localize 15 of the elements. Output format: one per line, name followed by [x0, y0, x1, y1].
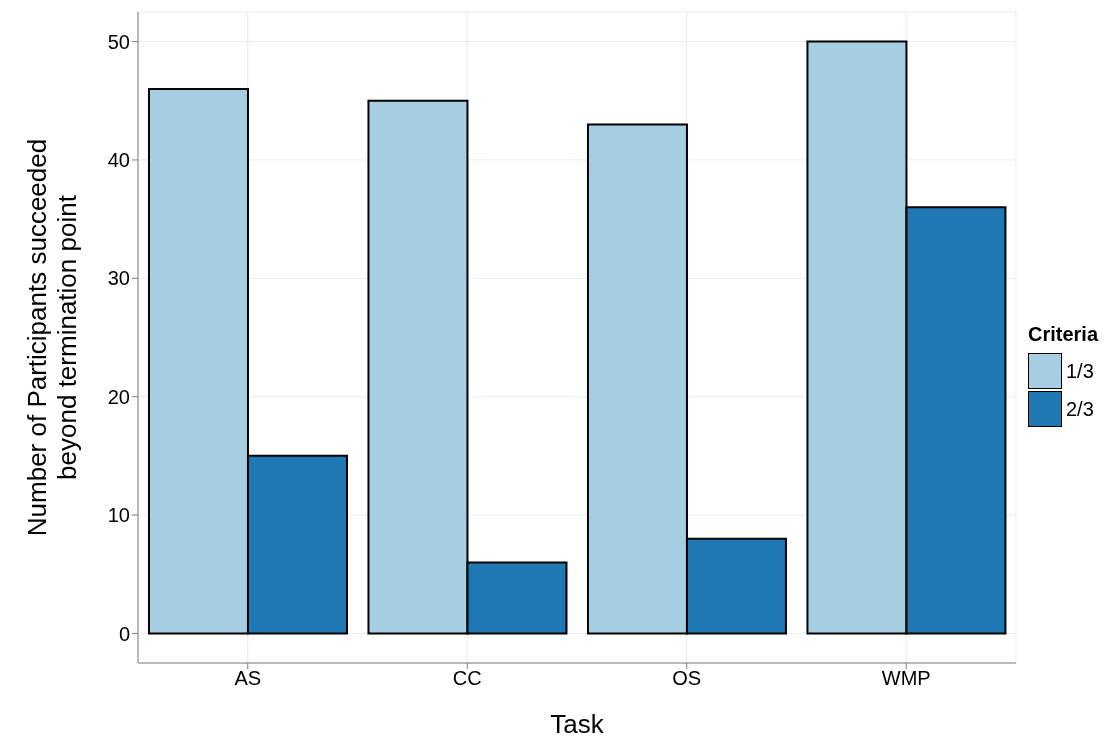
- x-axis-title: Task: [550, 709, 605, 739]
- y-tick-label: 0: [118, 622, 130, 645]
- y-tick-label: 30: [107, 267, 130, 290]
- y-axis-title: Number of Participants succeeded beyond termination point: [22, 138, 82, 537]
- x-tick-label: CC: [452, 667, 482, 690]
- legend-title: Criteria: [1027, 323, 1098, 346]
- y-tick-label: 10: [107, 504, 130, 527]
- x-tick-label: WMP: [881, 667, 931, 690]
- legend-label: 1/3: [1065, 359, 1094, 383]
- y-tick-label: 50: [107, 30, 130, 53]
- x-tick-label: OS: [672, 667, 702, 690]
- y-tick-label: 40: [107, 149, 130, 172]
- y-tick-label: 20: [107, 385, 130, 408]
- legend-label: 2/3: [1065, 397, 1094, 421]
- x-tick-label: AS: [234, 667, 262, 690]
